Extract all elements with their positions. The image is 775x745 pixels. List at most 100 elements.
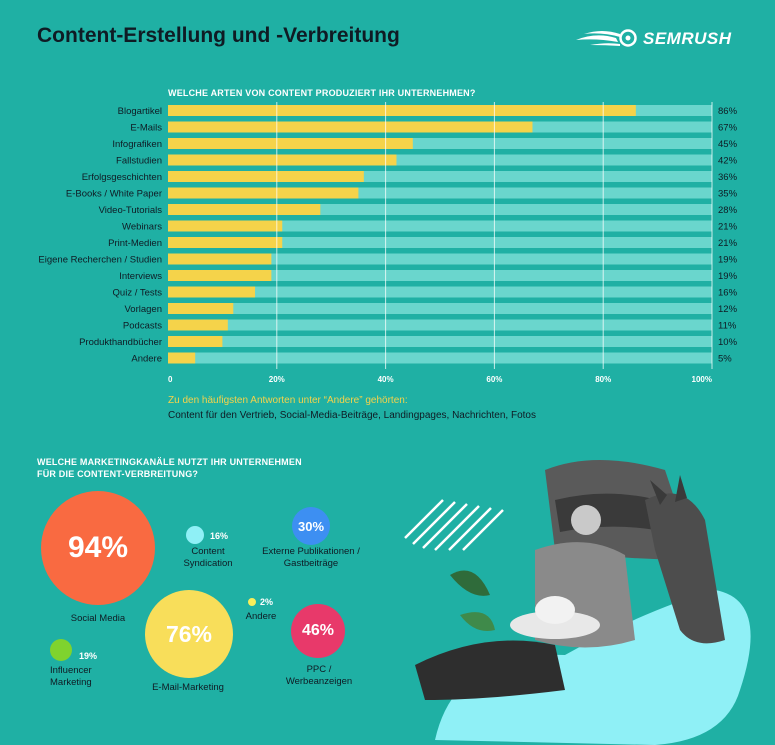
bar-track xyxy=(168,286,712,298)
x-tick-label: 60% xyxy=(486,375,502,384)
value-label: 19% xyxy=(718,271,738,282)
value-label: 10% xyxy=(718,337,738,348)
category-label: E-Books / White Paper xyxy=(66,189,162,200)
bar xyxy=(168,253,272,265)
category-label: Eigene Recherchen / Studien xyxy=(38,255,162,266)
bar xyxy=(168,204,321,215)
photo-backdrop-shape xyxy=(435,590,751,745)
value-label: 11% xyxy=(718,321,737,332)
bar xyxy=(168,303,234,314)
category-label: Vorlagen xyxy=(124,304,162,315)
channels-title: WELCHE MARKETINGKANÄLE NUTZT IHR UNTERNE… xyxy=(37,456,337,480)
donkey-shape xyxy=(645,493,725,644)
value-label: 35% xyxy=(718,189,738,200)
value-label: 67% xyxy=(718,123,738,134)
channels-title-line1: WELCHE MARKETINGKANÄLE NUTZT IHR UNTERNE… xyxy=(37,457,302,467)
leaf-shape xyxy=(450,570,490,596)
category-label: Interviews xyxy=(119,271,162,282)
bar xyxy=(168,220,283,232)
category-label: Webinars xyxy=(122,222,162,233)
bar xyxy=(168,286,256,298)
value-label: 42% xyxy=(718,156,738,167)
other-label: Andere xyxy=(245,611,277,622)
influencer-label-line1: Influencer xyxy=(50,665,92,676)
bar-track xyxy=(168,220,712,232)
value-label: 36% xyxy=(718,172,738,183)
category-label: Infografiken xyxy=(112,139,162,150)
category-label: Podcasts xyxy=(123,321,162,332)
bar-track xyxy=(168,204,712,215)
x-tick-label: 40% xyxy=(378,375,394,384)
man-with-donkey-photo xyxy=(404,460,751,745)
bar xyxy=(168,336,223,347)
semrush-logo-icon xyxy=(576,29,637,47)
external-label-line2: Gastbeiträge xyxy=(283,558,339,569)
external-label: Externe Publikationen / Gastbeiträge xyxy=(246,546,376,570)
category-label: E-Mails xyxy=(130,123,162,134)
category-label: Print-Medien xyxy=(108,238,162,249)
value-label: 86% xyxy=(718,106,738,117)
bar xyxy=(168,121,533,133)
syndication-label-line2: Syndication xyxy=(183,558,233,569)
bar-track xyxy=(168,352,712,364)
email-pct: 76% xyxy=(165,620,213,647)
ppc-label: PPC / Werbeanzeigen xyxy=(275,664,363,688)
category-label: Video-Tutorials xyxy=(99,205,163,216)
influencer-label-line2: Marketing xyxy=(50,677,92,688)
bar-track xyxy=(168,253,712,265)
channels-title-line2: FÜR DIE CONTENT-VERBREITUNG? xyxy=(37,469,199,479)
bar xyxy=(168,352,196,364)
influencer-pct: 19% xyxy=(79,651,98,661)
syndication-label-line1: Content xyxy=(191,546,225,557)
social-media-label: Social Media xyxy=(70,613,126,624)
category-label: Quiz / Tests xyxy=(113,288,163,299)
ppc-label-line1: PPC / xyxy=(306,664,332,675)
ppc-bubble: 46% xyxy=(291,604,345,658)
logo-text: SEMRUSH xyxy=(643,29,732,48)
bar xyxy=(168,319,228,331)
other-bubble xyxy=(248,598,256,606)
bar-track xyxy=(168,237,712,248)
bar-track xyxy=(168,187,712,199)
bar-track xyxy=(168,138,712,149)
category-label: Erfolgsgeschichten xyxy=(82,172,162,183)
hat-shape xyxy=(510,611,600,639)
x-tick-label: 100% xyxy=(692,375,712,384)
external-label-line1: Externe Publikationen / xyxy=(262,546,360,557)
page-title: Content-Erstellung und -Verbreitung xyxy=(37,24,400,47)
external-bubble: 30% xyxy=(292,507,330,545)
value-label: 16% xyxy=(718,288,738,299)
syndication-label: Content Syndication xyxy=(168,546,248,570)
bar-track xyxy=(168,171,712,182)
value-label: 45% xyxy=(718,139,738,150)
bar-track xyxy=(168,336,712,347)
bar-track xyxy=(168,270,712,281)
bar-track xyxy=(168,154,712,166)
value-label: 28% xyxy=(718,205,738,216)
value-label: 19% xyxy=(718,255,738,266)
category-label: Blogartikel xyxy=(118,106,162,117)
influencer-bubble xyxy=(50,639,72,661)
man-head-shape xyxy=(571,505,601,535)
ppc-pct: 46% xyxy=(301,622,335,639)
external-pct: 30% xyxy=(297,518,325,534)
category-label: Fallstudien xyxy=(116,156,162,167)
social-media-pct: 94% xyxy=(67,531,129,564)
bar xyxy=(168,187,359,199)
photo-stripes xyxy=(404,499,504,551)
email-label: E-Mail-Marketing xyxy=(152,682,224,693)
value-label: 5% xyxy=(718,354,732,365)
ppc-label-line2: Werbeanzeigen xyxy=(285,676,353,687)
bar xyxy=(168,105,636,116)
x-tick-label: 0 xyxy=(168,375,173,384)
syndication-bubble xyxy=(186,526,204,544)
bar xyxy=(168,154,397,166)
email-bubble: 76% xyxy=(145,590,233,678)
bar-track xyxy=(168,319,712,331)
category-label: Andere xyxy=(131,354,162,365)
social-media-bubble: 94% xyxy=(41,491,155,605)
x-tick-label: 20% xyxy=(269,375,285,384)
other-pct: 2% xyxy=(260,597,274,607)
bar xyxy=(168,138,413,149)
bar-track xyxy=(168,303,712,314)
